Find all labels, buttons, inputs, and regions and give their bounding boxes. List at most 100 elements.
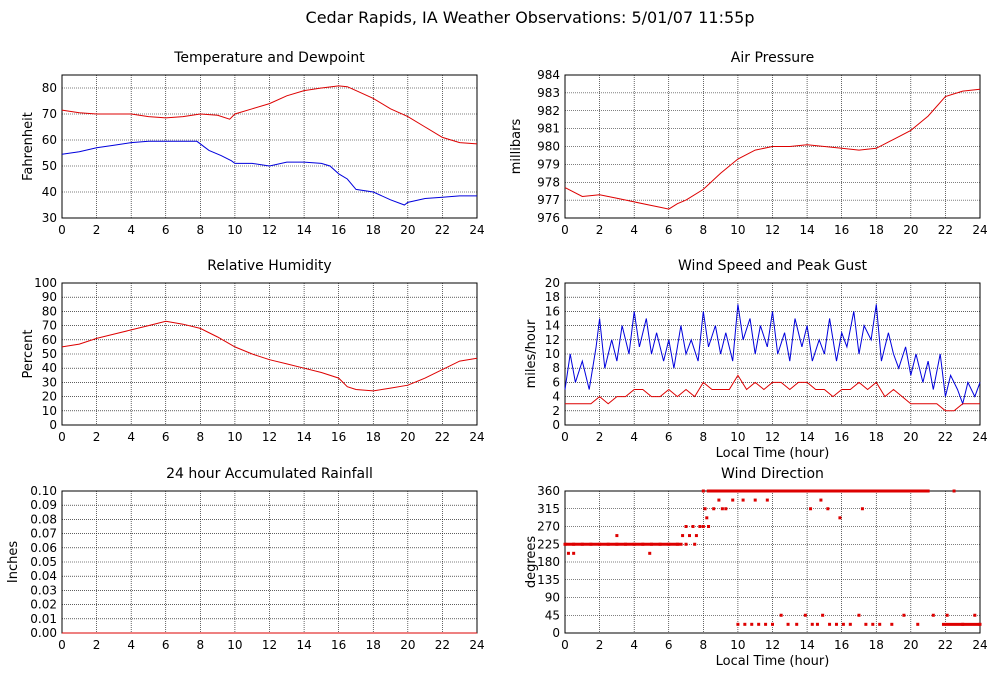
- data-point: [815, 622, 819, 626]
- y-tick-label: 0: [49, 418, 57, 432]
- data-point: [821, 613, 825, 617]
- data-point: [765, 498, 769, 502]
- x-tick-label: 2: [596, 638, 604, 652]
- y-tick-label: 70: [42, 319, 57, 333]
- x-tick-label: 22: [435, 223, 450, 237]
- x-tick-label: 2: [93, 223, 101, 237]
- y-tick-label: 40: [42, 185, 57, 199]
- x-tick-label: 0: [58, 638, 66, 652]
- x-tick-label: 14: [296, 223, 311, 237]
- x-tick-label: 2: [93, 430, 101, 444]
- series-line-red: [565, 374, 980, 412]
- y-tick-label: 14: [545, 319, 560, 333]
- x-tick-label: 12: [765, 430, 780, 444]
- y-tick-label: 30: [42, 211, 57, 225]
- figure-title: Cedar Rapids, IA Weather Observations: 5…: [305, 8, 755, 27]
- y-tick-label: 50: [42, 159, 57, 173]
- panel-title: 24 hour Accumulated Rainfall: [166, 466, 373, 482]
- y-tick-label: 0.04: [30, 569, 57, 583]
- x-tick-label: 2: [596, 430, 604, 444]
- x-tick-label: 22: [938, 430, 953, 444]
- x-tick-label: 14: [799, 223, 814, 237]
- y-tick-label: 0.08: [30, 512, 57, 526]
- plot-frame: [564, 74, 981, 219]
- x-tick-label: 18: [869, 430, 884, 444]
- chart-panel-2: 0 2 4 6 8 10 12 14 16 18 20 22 240102030405060708090…: [21, 258, 485, 444]
- y-axis-label: Fahrenheit: [21, 112, 36, 181]
- y-tick-label: 983: [537, 86, 560, 100]
- x-tick-label: 20: [400, 430, 415, 444]
- data-point: [681, 534, 685, 538]
- data-point: [703, 507, 707, 511]
- chart-panel-3: 0 2 4 6 8 10 12 14 16 18 20 22 2402468101214161820Wi…: [524, 258, 988, 461]
- series-line-blue: [61, 140, 477, 206]
- data-point: [834, 622, 838, 626]
- y-tick-label: 984: [537, 68, 560, 82]
- y-tick-label: 976: [537, 211, 560, 225]
- x-tick-label: 12: [262, 223, 277, 237]
- data-point: [701, 525, 705, 528]
- x-tick-label: 0: [58, 223, 66, 237]
- y-tick-label: 0.03: [30, 583, 57, 597]
- y-tick-label: 180: [537, 555, 560, 569]
- x-tick-label: 6: [162, 223, 170, 237]
- y-tick-label: 10: [42, 404, 57, 418]
- data-point: [753, 498, 757, 502]
- x-tick-label: 16: [331, 223, 346, 237]
- y-tick-label: 90: [42, 290, 57, 304]
- data-point: [615, 534, 619, 538]
- x-tick-label: 4: [630, 430, 638, 444]
- y-tick-label: 0.01: [30, 612, 57, 626]
- x-tick-label: 18: [366, 223, 381, 237]
- x-tick-label: 8: [700, 430, 708, 444]
- x-tick-label: 10: [730, 430, 745, 444]
- data-point: [648, 551, 652, 555]
- x-tick-label: 6: [665, 638, 673, 652]
- x-tick-label: 14: [799, 638, 814, 652]
- x-tick-label: 12: [765, 223, 780, 237]
- x-tick-label: 18: [366, 638, 381, 652]
- data-point: [864, 622, 868, 626]
- data-point: [731, 498, 735, 502]
- y-tick-label: 12: [545, 333, 560, 347]
- data-point: [803, 613, 807, 617]
- data-point: [841, 622, 845, 626]
- x-tick-label: 24: [469, 638, 484, 652]
- y-tick-label: 90: [545, 591, 560, 605]
- x-tick-label: 16: [834, 223, 849, 237]
- y-tick-label: 60: [42, 333, 57, 347]
- x-tick-label: 8: [197, 223, 205, 237]
- series-line-blue: [564, 304, 981, 406]
- data-point: [931, 613, 935, 617]
- x-axis-label: Local Time (hour): [716, 446, 830, 461]
- y-tick-label: 0: [552, 418, 560, 432]
- data-point: [684, 525, 688, 528]
- y-tick-label: 70: [42, 107, 57, 121]
- y-tick-label: 30: [42, 375, 57, 389]
- panel-title: Relative Humidity: [207, 258, 331, 274]
- y-tick-label: 80: [42, 81, 57, 95]
- y-tick-label: 60: [42, 133, 57, 147]
- x-tick-label: 8: [197, 430, 205, 444]
- x-tick-label: 24: [972, 430, 987, 444]
- data-point: [857, 613, 861, 617]
- x-tick-label: 8: [700, 223, 708, 237]
- y-tick-label: 40: [42, 361, 57, 375]
- chart-panel-1: 0 2 4 6 8 10 12 14 16 18 20 22 249769779789799809819…: [509, 50, 988, 237]
- y-tick-label: 0: [552, 626, 560, 640]
- y-axis-label: degrees: [524, 536, 539, 589]
- x-tick-label: 6: [665, 223, 673, 237]
- x-tick-label: 6: [162, 638, 170, 652]
- x-tick-label: 24: [469, 430, 484, 444]
- x-tick-label: 16: [834, 638, 849, 652]
- panel-title: Wind Speed and Peak Gust: [678, 258, 867, 274]
- data-point: [701, 489, 705, 493]
- series-line-red: [61, 85, 478, 145]
- x-tick-label: 22: [435, 430, 450, 444]
- data-point: [819, 498, 823, 502]
- y-axis-label: millibars: [509, 119, 524, 175]
- data-point: [705, 516, 709, 520]
- x-tick-label: 14: [296, 430, 311, 444]
- y-tick-label: 0.02: [30, 598, 57, 612]
- data-point: [684, 542, 688, 546]
